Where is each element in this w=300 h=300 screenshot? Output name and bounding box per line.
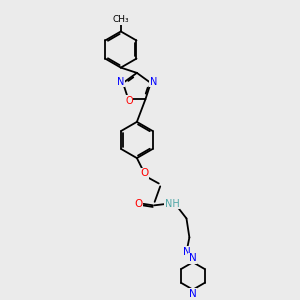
Text: CH₃: CH₃ xyxy=(112,15,129,24)
Text: O: O xyxy=(140,168,148,178)
Text: O: O xyxy=(125,96,133,106)
Text: NH: NH xyxy=(164,199,179,209)
Text: N: N xyxy=(183,247,191,257)
Text: O: O xyxy=(134,199,142,209)
Text: N: N xyxy=(117,77,124,87)
Text: N: N xyxy=(150,77,157,87)
Text: N: N xyxy=(189,253,196,263)
Text: N: N xyxy=(189,289,196,299)
